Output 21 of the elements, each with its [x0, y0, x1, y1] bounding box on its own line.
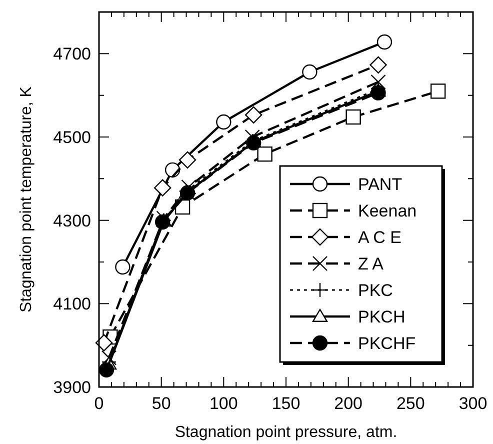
- x-tick-label: 100: [209, 394, 238, 413]
- x-tick-label: 0: [94, 394, 104, 413]
- y-tick-label: 3900: [53, 378, 91, 397]
- x-tick-label: 150: [272, 394, 300, 413]
- legend-label: Keenan: [358, 202, 417, 220]
- x-axis-title: Stagnation point pressure, atm.: [174, 424, 398, 441]
- legend-label: A C E: [358, 228, 402, 247]
- legend-label: PKCHF: [358, 334, 416, 353]
- y-tick-label: 4100: [53, 294, 91, 314]
- legend-label: PKCH: [358, 308, 406, 326]
- y-axis-title: Stagnation point temperature, K: [18, 86, 35, 312]
- x-tick-label: 200: [334, 394, 363, 413]
- legend-label: Z A: [358, 254, 384, 274]
- y-tick-label: 4700: [53, 44, 91, 64]
- legend-label: PANT: [358, 175, 402, 194]
- y-tick-label: 4500: [53, 128, 91, 147]
- x-tick-label: 300: [458, 394, 488, 413]
- legend-label: PKC: [358, 281, 393, 300]
- x-tick-label: 50: [152, 394, 171, 413]
- x-tick-label: 250: [396, 394, 425, 413]
- y-tick-label: 4300: [53, 211, 91, 230]
